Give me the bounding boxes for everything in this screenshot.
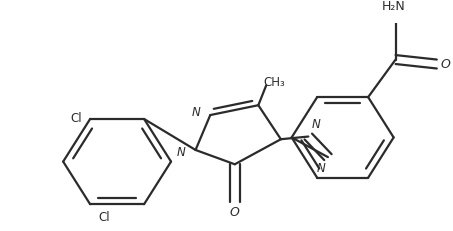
Text: N: N — [316, 162, 325, 176]
Text: O: O — [230, 206, 240, 219]
Text: N: N — [177, 146, 186, 159]
Text: CH₃: CH₃ — [263, 76, 285, 89]
Text: H₂N: H₂N — [382, 0, 405, 13]
Text: N: N — [311, 118, 320, 131]
Text: Cl: Cl — [71, 112, 82, 125]
Text: Cl: Cl — [98, 211, 110, 224]
Text: N: N — [192, 106, 201, 119]
Text: O: O — [441, 58, 451, 70]
